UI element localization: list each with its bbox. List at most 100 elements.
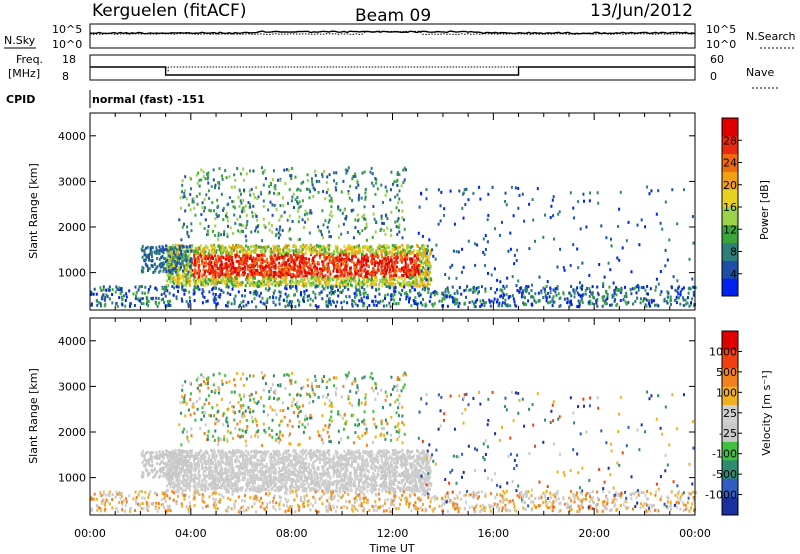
power-cell [394, 220, 397, 224]
power-cell [390, 282, 393, 286]
power-cell [385, 248, 388, 252]
power-cell [683, 188, 685, 192]
power-cell [547, 292, 549, 295]
power-cell [248, 276, 251, 280]
power-cell [206, 229, 209, 233]
power-cell [360, 299, 363, 303]
power-cell [245, 250, 248, 254]
power-cell [504, 200, 507, 203]
power-cell [399, 258, 402, 262]
power-cell [346, 231, 349, 234]
power-cell [171, 254, 174, 258]
power-cell [375, 181, 378, 185]
power-cell [328, 278, 331, 282]
power-cell [150, 250, 153, 254]
power-cell [346, 272, 349, 275]
power-cell [221, 279, 224, 282]
beam-title: Beam 09 [355, 6, 431, 26]
power-cell [217, 259, 220, 263]
power-cell [212, 229, 215, 233]
power-cell [453, 222, 456, 226]
velocity-cell [210, 448, 212, 452]
power-cell [340, 290, 343, 294]
power-cell [419, 253, 422, 256]
power-cell [372, 212, 375, 216]
power-cell [164, 285, 166, 289]
power-cell [285, 269, 288, 273]
power-cell [612, 294, 615, 298]
velocity-cell [311, 466, 314, 470]
power-cell [396, 171, 399, 175]
power-cell [297, 283, 300, 287]
power-cell [177, 252, 180, 256]
power-cell [374, 230, 377, 234]
power-cell [505, 203, 508, 207]
power-cell [383, 257, 386, 261]
power-cell [644, 225, 647, 229]
power-cell [217, 237, 220, 241]
power-cell [252, 244, 255, 248]
power-cell [351, 299, 354, 303]
power-cell [178, 248, 181, 251]
power-cell [142, 266, 145, 270]
power-cell [193, 268, 196, 272]
power-cell [283, 280, 286, 284]
power-cell [201, 273, 204, 277]
power-cell [172, 267, 175, 271]
power-cell [378, 247, 381, 251]
power-cell [375, 220, 378, 224]
power-cell [473, 302, 475, 306]
power-cell [408, 300, 410, 304]
power-cell [305, 243, 308, 247]
power-cell [562, 291, 565, 295]
power-cell [181, 183, 184, 187]
power-cell [386, 293, 389, 297]
power-cell [397, 255, 399, 259]
power-cell [642, 299, 645, 303]
power-cell [384, 232, 387, 236]
power-cell [422, 249, 425, 253]
power-cell [549, 216, 552, 219]
power-cell [235, 259, 238, 263]
power-cell [146, 300, 149, 304]
power-cell [232, 244, 234, 247]
power-cell [428, 287, 430, 291]
power-cell [234, 221, 237, 225]
power-cell [226, 283, 229, 286]
power-cell [256, 291, 259, 295]
power-cell [241, 294, 244, 298]
power-cell [325, 257, 327, 261]
power-colorbar-label: Power [dB] [758, 180, 771, 240]
power-cell [406, 255, 409, 259]
power-cell [237, 268, 240, 272]
power-cell [168, 259, 171, 263]
power-cell [165, 244, 167, 248]
power-cell [400, 276, 403, 280]
power-cell [237, 254, 240, 258]
power-cell [231, 261, 234, 265]
power-cell [428, 260, 430, 264]
power-cell [347, 255, 350, 259]
power-cell [365, 271, 367, 275]
power-cell [339, 285, 341, 289]
power-cell [246, 273, 249, 276]
power-cell [159, 269, 162, 273]
power-cell [371, 235, 374, 239]
power-cell [396, 184, 399, 187]
power-cell [365, 261, 368, 265]
power-cell [412, 271, 415, 274]
power-cell [299, 245, 302, 248]
power-cell [375, 276, 378, 279]
velocity-cell [229, 455, 232, 459]
power-cell [234, 282, 237, 286]
power-cell [317, 261, 320, 265]
power-cell [692, 290, 695, 294]
power-cell [405, 295, 408, 299]
power-cell [355, 268, 358, 272]
power-cell [352, 252, 355, 256]
power-cell [340, 248, 343, 252]
power-cell [451, 263, 454, 267]
power-cell [256, 225, 259, 228]
power-cell [411, 275, 414, 279]
power-cell [332, 269, 335, 273]
